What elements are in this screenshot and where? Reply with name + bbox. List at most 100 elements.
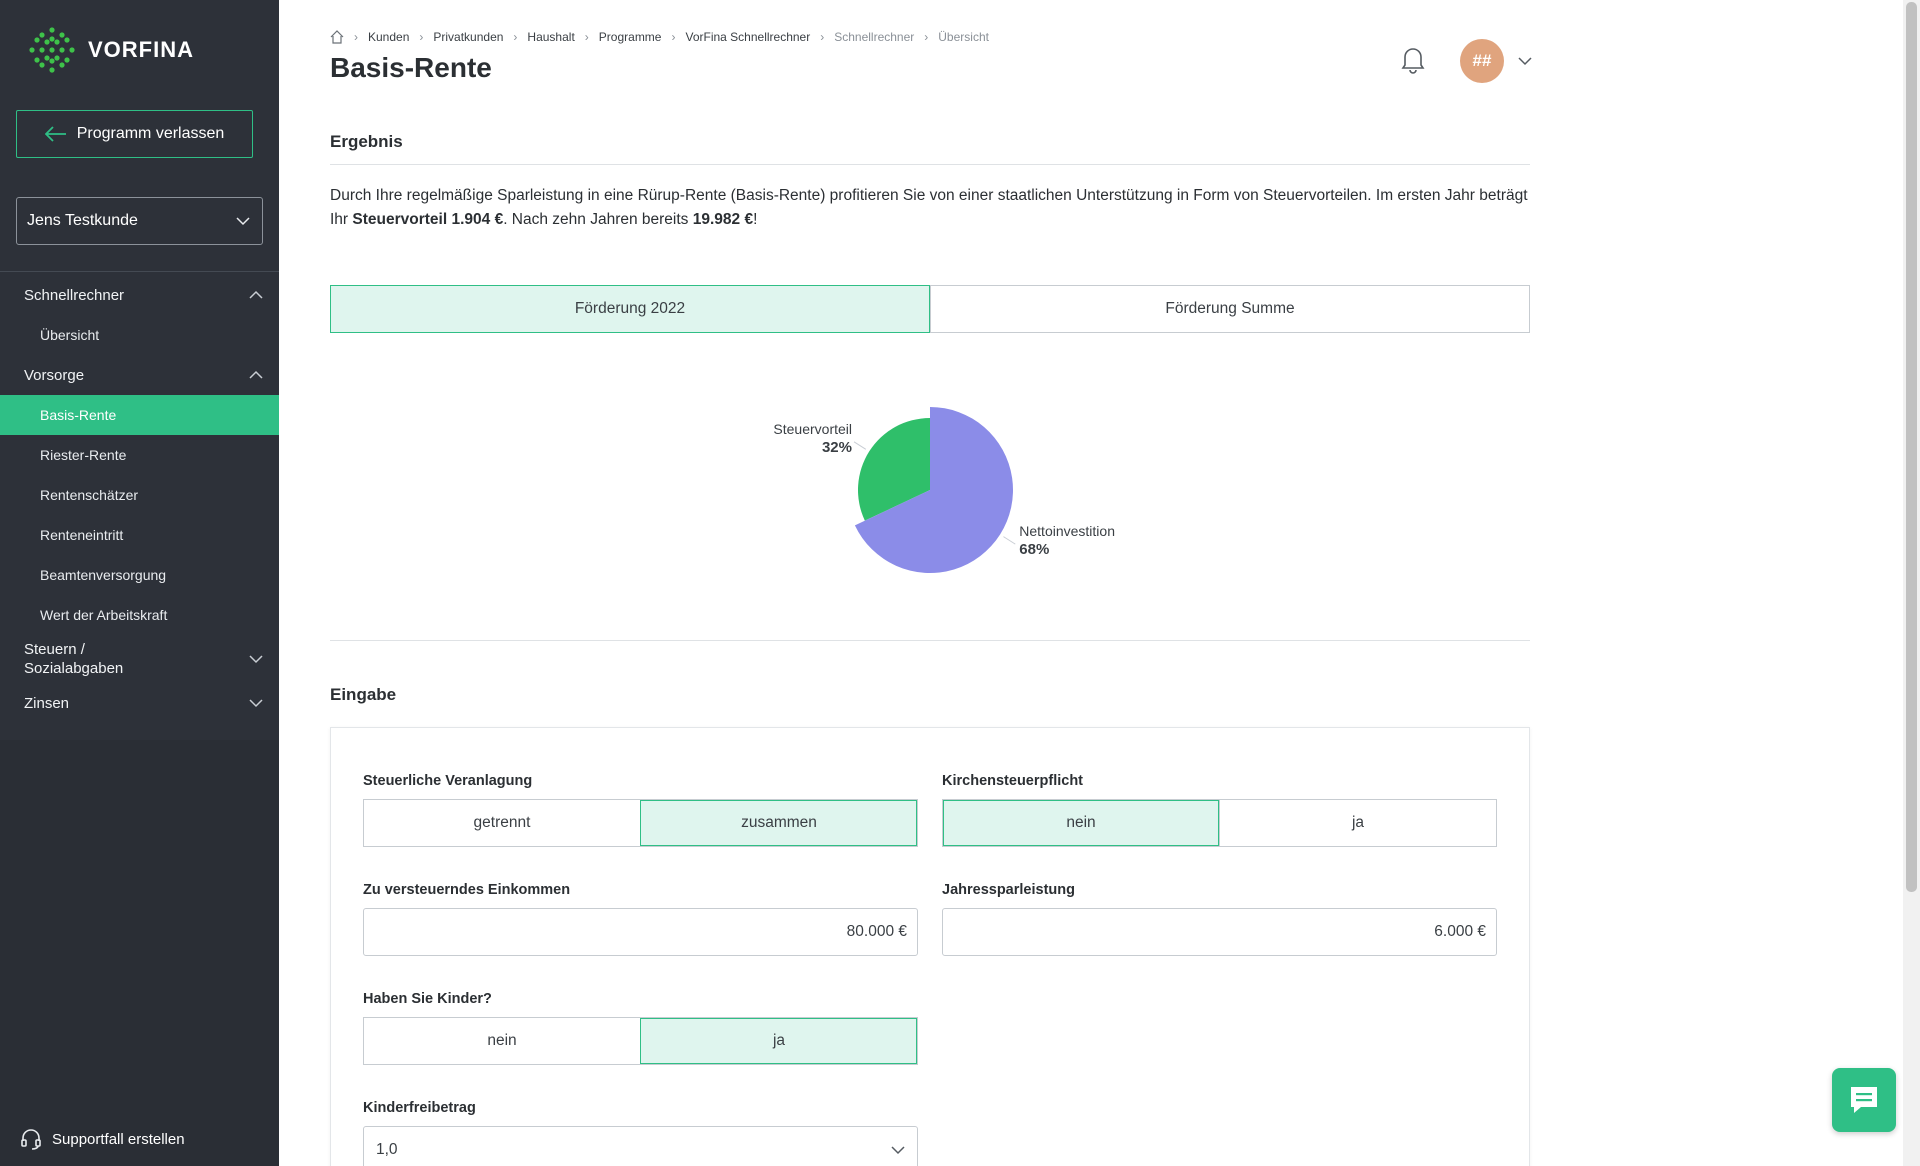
nav-section-label: Zinsen bbox=[24, 694, 70, 712]
sidebar-item-uebersicht[interactable]: Übersicht bbox=[40, 327, 100, 343]
sidebar-item-beamtenversorgung[interactable]: Beamtenversorgung bbox=[40, 567, 167, 583]
breadcrumb-separator: › bbox=[584, 30, 589, 44]
breadcrumb-separator: › bbox=[820, 30, 825, 44]
tax-benefit-ten-years: 19.982 € bbox=[692, 211, 754, 228]
sidebar-nav: Schnellrechner Übersicht Vorsorge Basis-… bbox=[0, 275, 279, 723]
home-icon[interactable] bbox=[330, 30, 344, 44]
leave-program-label: Programm verlassen bbox=[76, 125, 225, 142]
chevron-down-icon[interactable] bbox=[1518, 56, 1532, 66]
breadcrumb-item[interactable]: Kunden bbox=[368, 30, 410, 44]
pie-slice-nettoinvestition[interactable] bbox=[854, 407, 1013, 573]
breadcrumb-item[interactable]: VorFina Schnellrechner bbox=[685, 30, 811, 44]
logo[interactable]: VORFINA bbox=[28, 26, 194, 74]
logo-icon bbox=[29, 27, 75, 73]
breadcrumb-item[interactable]: Privatkunden bbox=[433, 30, 504, 44]
einkommen-input[interactable]: 80.000 € bbox=[363, 908, 918, 956]
result-tabs: Förderung 2022 Förderung Summe bbox=[330, 285, 1530, 333]
option-zusammen[interactable]: zusammen bbox=[640, 800, 917, 846]
jahressparleistung-input[interactable]: 6.000 € bbox=[942, 908, 1497, 956]
option-getrennt[interactable]: getrennt bbox=[473, 814, 531, 831]
label-kirchensteuerpflicht: Kirchensteuerpflicht bbox=[942, 773, 1083, 789]
arrow-left-icon bbox=[44, 126, 66, 142]
breadcrumb-current: Übersicht bbox=[938, 30, 989, 44]
label-jahressparleistung: Jahressparleistung bbox=[942, 882, 1075, 898]
result-description: Durch Ihre regelmäßige Sparleistung in e… bbox=[330, 184, 1530, 232]
pie-label-name: Steuervorteil bbox=[773, 421, 852, 437]
label-kinderfreibetrag: Kinderfreibetrag bbox=[363, 1100, 476, 1116]
pie-label-leader bbox=[853, 441, 867, 450]
pie-slice-steuervorteil[interactable] bbox=[858, 418, 930, 521]
bell-icon[interactable] bbox=[1400, 44, 1426, 74]
customer-name: Jens Testkunde bbox=[27, 212, 138, 229]
logo-text: VORFINA bbox=[88, 37, 194, 62]
nav-section-schnellrechner[interactable]: Schnellrechner bbox=[0, 275, 279, 315]
customer-select[interactable]: Jens Testkunde bbox=[16, 197, 263, 245]
kinderfreibetrag-value: 1,0 bbox=[376, 1141, 398, 1158]
result-text-part: ! bbox=[753, 211, 758, 228]
main-content: › Kunden › Privatkunden › Haushalt › Pro… bbox=[330, 0, 1532, 1166]
avatar[interactable]: ## bbox=[1460, 39, 1504, 83]
sidebar: VORFINA Programm verlassen Jens Testkund… bbox=[0, 0, 279, 1166]
nav-section-vorsorge[interactable]: Vorsorge bbox=[0, 355, 279, 395]
sidebar-lower-area bbox=[0, 740, 279, 1166]
segmented-steuerliche-veranlagung: getrennt zusammen bbox=[363, 799, 918, 847]
chart-divider bbox=[330, 640, 1530, 641]
sidebar-item-rentenschaetzer[interactable]: Rentenschätzer bbox=[40, 487, 139, 503]
breadcrumb-separator: › bbox=[924, 30, 929, 44]
breadcrumb-item[interactable]: Haushalt bbox=[527, 30, 575, 44]
chat-icon bbox=[1851, 1087, 1877, 1113]
breadcrumb-separator: › bbox=[513, 30, 518, 44]
sidebar-item-basis-rente[interactable]: Basis-Rente bbox=[0, 395, 279, 435]
sidebar-item-riester-rente[interactable]: Riester-Rente bbox=[40, 447, 127, 463]
segmented-kinder: nein ja bbox=[363, 1017, 918, 1065]
result-section-title: Ergebnis bbox=[330, 132, 403, 151]
pie-label-leader bbox=[1003, 536, 1016, 545]
option-ja[interactable]: ja bbox=[1219, 800, 1496, 846]
sidebar-item-renteneintritt[interactable]: Renteneintritt bbox=[40, 527, 124, 543]
nav-section-label: Steuern / Sozialabgaben bbox=[24, 641, 124, 677]
headset-icon bbox=[21, 1129, 41, 1150]
create-support-case-link[interactable]: Supportfall erstellen bbox=[20, 1128, 185, 1150]
chevron-down-icon bbox=[236, 216, 250, 226]
option-nein[interactable]: nein bbox=[943, 800, 1219, 846]
leave-program-button[interactable]: Programm verlassen bbox=[16, 110, 253, 158]
page-title: Basis-Rente bbox=[330, 52, 492, 83]
breadcrumb-separator: › bbox=[671, 30, 676, 44]
input-section-title: Eingabe bbox=[330, 685, 397, 704]
support-label: Supportfall erstellen bbox=[52, 1130, 185, 1148]
pie-label-percent: 32% bbox=[822, 439, 852, 456]
breadcrumb-separator: › bbox=[354, 30, 358, 44]
segmented-kirchensteuerpflicht: nein ja bbox=[942, 799, 1497, 847]
label-einkommen: Zu versteuerndes Einkommen bbox=[363, 882, 571, 898]
scrollbar-thumb[interactable] bbox=[1906, 2, 1917, 892]
kinderfreibetrag-select[interactable]: 1,0 bbox=[363, 1126, 918, 1166]
chevron-down-icon bbox=[249, 654, 263, 664]
pie-chart: Steuervorteil 32% Nettoinvestition 68% bbox=[773, 407, 1115, 573]
chevron-down-icon bbox=[891, 1145, 905, 1155]
sidebar-item-wert-der-arbeitskraft[interactable]: Wert der Arbeitskraft bbox=[40, 607, 168, 623]
breadcrumb-separator: › bbox=[419, 30, 424, 44]
nav-section-steuern[interactable]: Steuern / Sozialabgaben bbox=[0, 635, 279, 683]
breadcrumb: › Kunden › Privatkunden › Haushalt › Pro… bbox=[330, 30, 989, 44]
label-kinder: Haben Sie Kinder? bbox=[363, 991, 492, 1007]
tab-foerderung-2022[interactable]: Förderung 2022 bbox=[330, 285, 930, 333]
result-divider bbox=[330, 164, 1530, 165]
breadcrumb-item[interactable]: Schnellrechner bbox=[834, 30, 915, 44]
nav-section-zinsen[interactable]: Zinsen bbox=[0, 683, 279, 723]
page-scrollbar[interactable] bbox=[1903, 0, 1920, 1166]
label-steuerliche-veranlagung: Steuerliche Veranlagung bbox=[363, 773, 533, 789]
chat-button[interactable] bbox=[1832, 1068, 1896, 1132]
option-ja[interactable]: ja bbox=[640, 1018, 917, 1064]
breadcrumb-item[interactable]: Programme bbox=[598, 30, 662, 44]
pie-label-name: Nettoinvestition bbox=[1019, 523, 1115, 539]
chevron-down-icon bbox=[249, 698, 263, 708]
pie-label-percent: 68% bbox=[1019, 541, 1049, 558]
tab-foerderung-summe[interactable]: Förderung Summe bbox=[930, 286, 1529, 332]
sidebar-divider bbox=[0, 271, 279, 272]
chevron-up-icon bbox=[249, 290, 263, 300]
nav-section-label: Schnellrechner bbox=[24, 286, 125, 304]
result-text-part: Durch Ihre regelmäßige Sparleistung in e… bbox=[330, 187, 1528, 228]
tax-benefit-first-year: Steuervorteil 1.904 € bbox=[352, 211, 504, 228]
nav-section-label: Vorsorge bbox=[24, 366, 85, 384]
option-nein[interactable]: nein bbox=[487, 1032, 517, 1049]
